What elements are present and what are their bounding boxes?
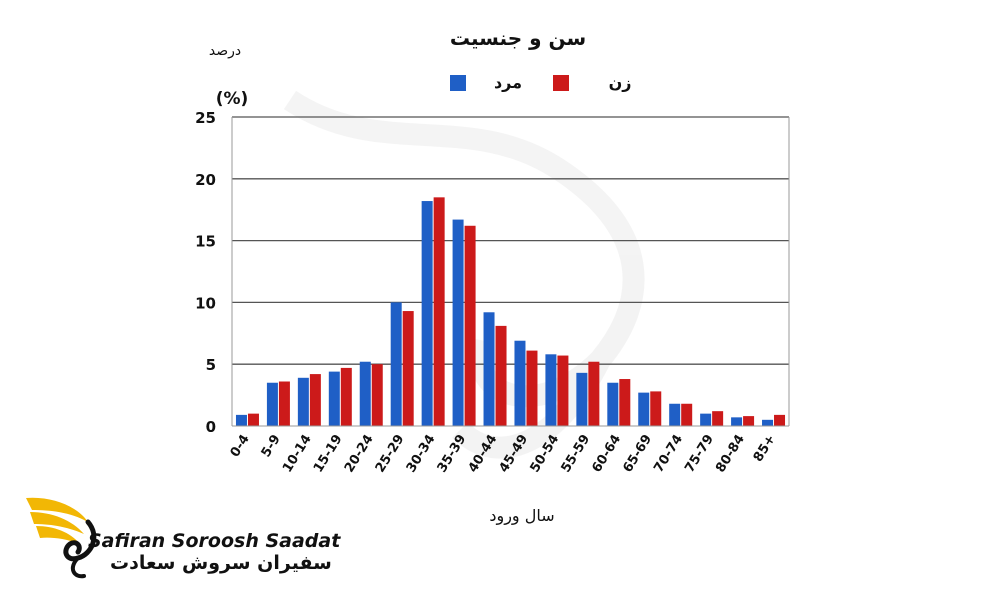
bar-female [371,364,383,426]
x-axis-label: سال ورود [489,506,554,526]
x-tick-label: 5-9 [259,432,284,460]
x-tick-label: 10-14 [280,432,315,475]
y-axis-unit: (%) [216,89,249,109]
bar-male [483,312,495,426]
bar-female [774,414,786,426]
x-tick-label: 0-4 [228,432,253,460]
bar-male [700,413,712,426]
bar-male [421,201,433,426]
legend: مرد زن [450,73,631,92]
x-tick-label: 55-59 [558,432,593,475]
y-tick-label: 20 [195,171,216,189]
bar-female [464,225,476,426]
bar-male [452,219,464,426]
bars [235,197,786,426]
legend-label-male: مرد [494,73,522,92]
x-tick-label: 60-64 [589,432,624,475]
x-tick-label: 15-19 [311,432,346,475]
bar-female [495,325,507,426]
bar-male [576,372,588,426]
legend-label-female: زن [609,73,632,92]
chart-title: سن و جنسیت [450,26,586,50]
y-axis-label: درصد [209,43,241,59]
bar-female [247,413,259,426]
x-tick-label: 75-79 [682,432,717,475]
brand-name-english: Safiran Soroosh Saadat [88,530,341,552]
bar-male [266,382,278,426]
x-tick-label: 65-69 [620,432,655,475]
brand-name-persian: سفیران سروش سعادت [110,552,332,574]
x-tick-label: 35-39 [435,432,470,475]
x-tick-label: 25-29 [373,432,408,475]
bar-male [235,414,247,426]
bar-male [669,403,681,426]
bar-female [712,411,724,426]
bar-female [433,197,445,426]
gridlines [232,116,789,365]
x-tick-label: 80-84 [713,432,748,475]
x-tick-label: 30-34 [404,432,439,475]
bar-female [526,350,538,426]
bar-male [328,371,340,426]
bar-female [650,391,662,426]
bar-male [731,417,743,426]
bar-male [359,361,371,426]
bar-male [514,340,526,426]
bar-female [278,381,290,426]
bar-female [340,367,352,426]
legend-swatch-female [553,75,569,91]
plot-frame [231,117,790,427]
y-tick-label: 15 [195,233,216,251]
y-tick-label: 10 [195,294,216,312]
x-tick-label: 20-24 [342,432,377,475]
bar-female [557,355,569,426]
y-tick-label: 0 [206,418,216,436]
bar-female [309,374,321,426]
legend-swatch-male [450,75,466,91]
y-tick-label: 5 [206,356,216,374]
brand-logo-block: Safiran Soroosh Saadat سفیران سروش سعادت [22,492,340,582]
golden-swan-wing-logo-icon [26,497,97,579]
bar-male [545,354,557,426]
bar-female [402,311,414,426]
bar-male [762,419,774,426]
bar-female [588,361,600,426]
bar-male [607,382,619,426]
y-tick-labels: 0 5 10 15 20 25 [195,109,216,436]
x-tick-label: 85+ [751,432,779,465]
bar-female [681,403,693,426]
bar-male [297,377,309,426]
bar-female [743,416,755,426]
bar-male [390,302,402,426]
y-tick-label: 25 [195,109,216,127]
bar-male [638,392,650,426]
x-tick-label: 70-74 [651,432,686,475]
bar-female [619,379,631,426]
